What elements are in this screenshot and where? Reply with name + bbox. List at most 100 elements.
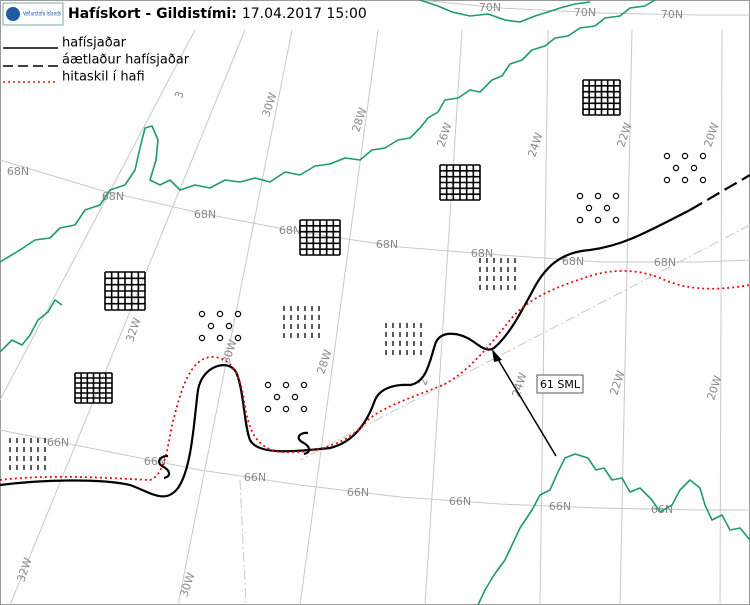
lat-label: 68N <box>376 238 398 251</box>
longitude-line <box>719 29 723 605</box>
ice-symbols <box>9 79 707 470</box>
lat-label: 66N <box>549 500 571 513</box>
dot <box>594 216 602 224</box>
thermal-front <box>0 270 750 481</box>
greenland-coast <box>0 0 656 263</box>
dot <box>264 405 272 413</box>
legend-label: hafísjaðar <box>62 36 127 51</box>
ice-dashes <box>9 438 46 470</box>
ice-dots <box>663 152 707 184</box>
dot <box>612 216 620 224</box>
longitude-line <box>619 29 633 605</box>
ship-report: 61 SML <box>492 349 584 457</box>
valid-time: 17.04.2017 15:00 <box>242 6 367 22</box>
dot <box>198 334 206 342</box>
dot <box>234 310 242 318</box>
dot <box>603 204 611 212</box>
dot <box>663 152 671 160</box>
dot <box>690 164 698 172</box>
dot <box>225 322 233 330</box>
estimated-ice-edge <box>689 174 750 211</box>
lat-label: 68N <box>194 208 216 221</box>
ice-s-symbol <box>158 431 311 480</box>
logo-icon <box>6 7 20 21</box>
longitude-line <box>177 29 293 605</box>
dot <box>585 204 593 212</box>
ice-hatch <box>299 219 341 256</box>
label-box <box>536 374 584 394</box>
dot <box>264 381 272 389</box>
logo-box <box>2 2 64 26</box>
ice-dots <box>198 310 242 342</box>
dot <box>612 192 620 200</box>
lat-label: 70N <box>479 1 501 14</box>
dot <box>594 192 602 200</box>
dot <box>300 381 308 389</box>
dash-dot-line <box>299 224 750 461</box>
dot <box>291 393 299 401</box>
lat-label: 68N <box>562 255 584 268</box>
greenland-coast <box>419 0 591 23</box>
longitude-line <box>424 29 463 605</box>
lat-label: 70N <box>574 6 596 19</box>
dot <box>300 405 308 413</box>
lon-label: 3 <box>172 90 187 101</box>
lat-label: 68N <box>7 165 29 178</box>
title-text: Hafískort - Gildistími: <box>68 6 237 22</box>
dash-dot-line <box>239 479 247 605</box>
report-arrow <box>495 355 557 457</box>
header: Veðurstofa Íslands Hafískort - Gildistím… <box>2 2 367 26</box>
dot <box>576 216 584 224</box>
ice-dots <box>264 381 308 413</box>
latitude-line <box>0 429 750 511</box>
longitude-line <box>539 29 549 605</box>
dot <box>663 176 671 184</box>
ice-hatch <box>582 79 621 116</box>
lat-label: 70N <box>661 8 683 21</box>
latitude-line <box>0 159 750 263</box>
ice-edge <box>0 209 691 498</box>
dot <box>216 310 224 318</box>
dot <box>681 152 689 160</box>
dot <box>672 164 680 172</box>
dot <box>681 176 689 184</box>
lon-label: 2 <box>416 377 431 388</box>
latitude-line <box>419 0 750 16</box>
ice-hatch <box>104 271 146 311</box>
ice-dashes <box>385 323 422 355</box>
ice-dashes <box>283 306 320 338</box>
logo-text: Veðurstofa Íslands <box>23 11 61 18</box>
lat-label: 66N <box>47 436 69 449</box>
report-label: 61 SML <box>540 378 581 391</box>
dot <box>198 310 206 318</box>
ice-lines <box>0 174 750 498</box>
greenland-coast <box>0 299 63 353</box>
dot <box>273 393 281 401</box>
dot <box>207 322 215 330</box>
arrow-head <box>492 349 502 362</box>
dot <box>234 334 242 342</box>
lat-label: 68N <box>471 247 493 260</box>
longitude-line <box>9 29 246 605</box>
dot <box>282 405 290 413</box>
legend: hafísjaðar áætlaður hafísjaðar hitaskil … <box>3 36 190 85</box>
ice-hatch <box>439 164 481 201</box>
ice-dashes <box>479 258 516 290</box>
iceland-coast <box>477 453 750 605</box>
dot <box>699 176 707 184</box>
ice-hatch <box>74 372 113 404</box>
grid-labels: 70N 70N 70N 68N 68N 68N 68N 68N 68N 68N … <box>7 1 725 599</box>
title: Hafískort - Gildistími: 17.04.2017 15:00 <box>68 6 367 22</box>
lat-label: 66N <box>347 486 369 499</box>
dot <box>216 334 224 342</box>
longitude-line <box>299 29 379 605</box>
lat-label: 66N <box>244 471 266 484</box>
dot <box>699 152 707 160</box>
legend-label: hitaskil í hafi <box>62 70 145 85</box>
lat-label: 68N <box>654 256 676 269</box>
ice-dots <box>576 192 620 224</box>
